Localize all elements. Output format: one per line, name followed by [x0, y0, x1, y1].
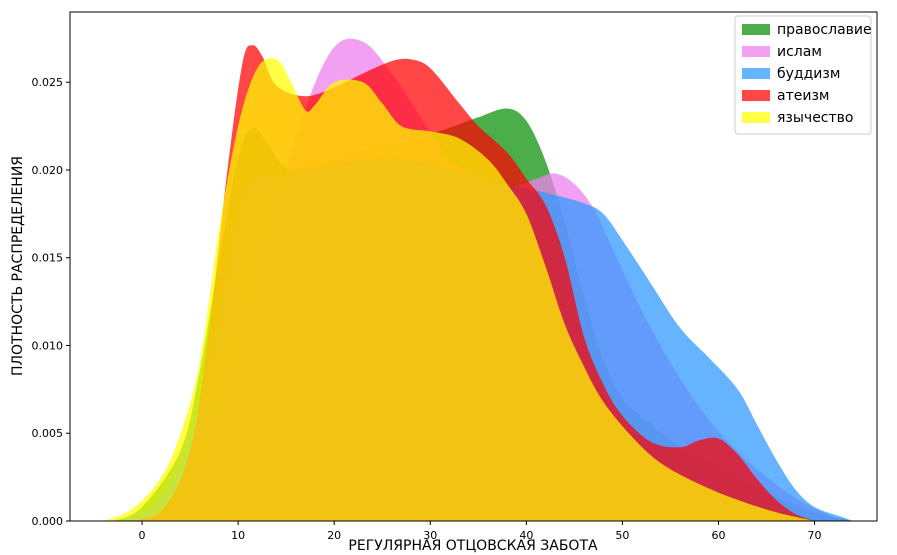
legend-label-4: язычество — [777, 110, 853, 126]
legend: православие ислам буддизм атеизм язычество — [734, 15, 872, 135]
legend-label-3: атеизм — [777, 88, 829, 104]
plot-frame — [69, 11, 878, 522]
legend-swatch-4 — [742, 112, 770, 123]
legend-label-2: буддизм — [777, 66, 840, 82]
y-tick-label: 0.005 — [32, 427, 64, 440]
y-tick-label: 0.010 — [32, 339, 64, 352]
legend-frame — [734, 15, 872, 135]
density-areas — [103, 38, 853, 522]
y-tick-label: 0.025 — [32, 76, 64, 89]
x-tick-label: 70 — [808, 529, 822, 542]
y-tick-label: 0.000 — [32, 515, 64, 528]
y-tick-label: 0.020 — [32, 164, 64, 177]
y-axis-label: ПЛОТНОСТЬ РАСПРЕДЕЛЕНИЯ — [10, 156, 26, 376]
legend-label-1: ислам — [777, 44, 822, 60]
y-axis-ticks: 0.000 0.005 0.010 0.015 0.020 0.025 — [32, 76, 70, 528]
legend-label-0: православие — [777, 22, 872, 38]
legend-swatch-1 — [742, 46, 770, 57]
legend-swatch-3 — [742, 90, 770, 101]
legend-swatch-0 — [742, 24, 770, 35]
legend-swatch-2 — [742, 68, 770, 79]
x-tick-label: 10 — [231, 529, 245, 542]
y-tick-label: 0.015 — [32, 252, 64, 265]
density-area-4 — [103, 58, 815, 522]
x-tick-label: 40 — [519, 529, 533, 542]
x-tick-label: 50 — [615, 529, 629, 542]
x-axis-ticks: 0 10 20 30 40 50 60 70 — [139, 521, 822, 542]
x-tick-label: 20 — [327, 529, 341, 542]
x-axis-label: РЕГУЛЯРНАЯ ОТЦОВСКАЯ ЗАБОТА — [348, 538, 598, 554]
x-tick-label: 60 — [711, 529, 725, 542]
x-tick-label: 0 — [139, 529, 146, 542]
x-tick-label: 30 — [423, 529, 437, 542]
